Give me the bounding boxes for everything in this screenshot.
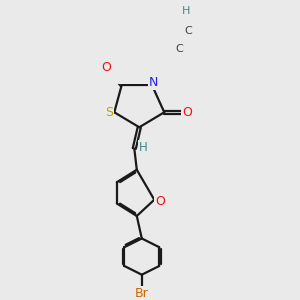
Text: O: O: [182, 106, 192, 119]
Text: H: H: [139, 141, 148, 154]
Text: C: C: [184, 26, 192, 35]
Text: N: N: [148, 76, 158, 89]
Text: C: C: [176, 44, 183, 54]
Text: S: S: [105, 106, 113, 119]
Text: H: H: [182, 6, 190, 16]
Text: O: O: [155, 195, 165, 208]
Text: Br: Br: [135, 287, 149, 300]
Text: O: O: [101, 61, 111, 74]
